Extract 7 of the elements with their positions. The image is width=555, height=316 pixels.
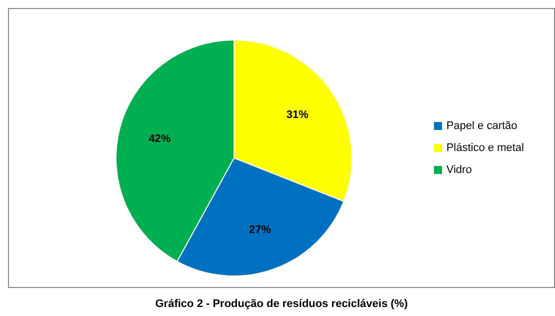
data-label: 31%: [286, 108, 309, 121]
legend-label: Plástico e metal: [446, 142, 524, 154]
text: Gráfico 2 - Produção de resíduos recicláveis (%): [154, 298, 409, 310]
data-label: 27%: [248, 224, 272, 236]
legend-label: Papel e cartão: [446, 120, 518, 132]
data-label: 42%: [148, 132, 171, 145]
legend-label: Vidro: [446, 164, 472, 176]
